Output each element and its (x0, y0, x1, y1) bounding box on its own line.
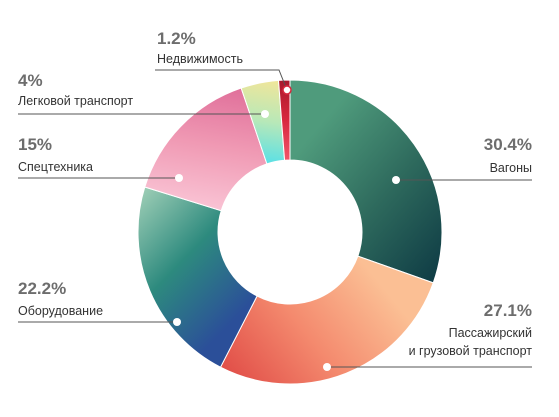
leader-line-group (18, 69, 532, 371)
value-label-оборудование: 22.2% (18, 279, 66, 298)
slice-вагоны (289, 79, 443, 284)
value-label-пассажирский-и-грузовой-транспорт: 27.1% (484, 301, 532, 320)
category-label-спецтехника: Спецтехника (18, 160, 93, 174)
value-label-легковой-транспорт: 4% (18, 71, 43, 90)
slice-недвижимость (278, 79, 291, 161)
leader-line-недвижимость (155, 69, 288, 91)
leader-dot-спецтехника (175, 174, 183, 182)
category-label-пассажирский-и-грузовой-транспорт-line-2: и грузовой транспорт (409, 344, 533, 358)
leader-dot-вагоны (392, 176, 400, 184)
value-label-спецтехника: 15% (18, 135, 52, 154)
slice-group (137, 79, 443, 385)
value-label-недвижимость: 1.2% (157, 29, 196, 48)
category-label-вагоны: Вагоны (490, 161, 532, 175)
value-label-вагоны: 30.4% (484, 135, 532, 154)
slice-пассажирский-и-грузовой-транспорт (219, 255, 434, 385)
leader-dot-легковой-транспорт (261, 110, 269, 118)
leader-dot-пассажирский-и-грузовой-транспорт (323, 363, 331, 371)
leader-dot-недвижимость (282, 85, 292, 95)
category-label-легковой-транспорт: Легковой транспорт (18, 94, 133, 108)
category-label-оборудование: Оборудование (18, 304, 103, 318)
label-group: 30.4% Вагоны 27.1% Пассажирский и грузовой т… (18, 29, 532, 358)
category-label-недвижимость: Недвижимость (157, 52, 243, 66)
leader-dot-оборудование (173, 318, 181, 326)
category-label-пассажирский-и-грузовой-транспорт-line-1: Пассажирский (449, 326, 532, 340)
